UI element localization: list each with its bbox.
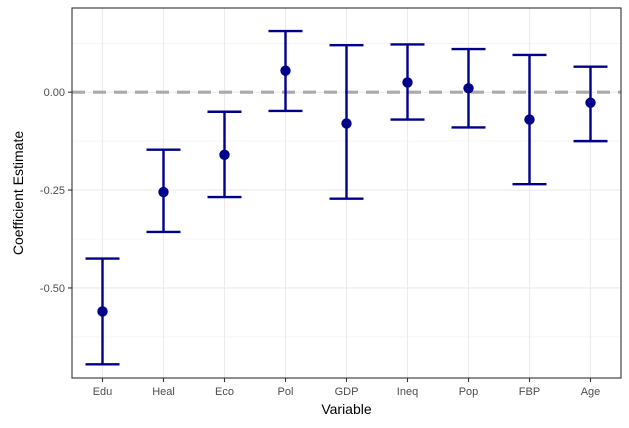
y-tick-label: -0.25 xyxy=(40,185,65,197)
point-pop xyxy=(463,83,474,94)
y-axis-ticks: -0.50 -0.25 0.00 xyxy=(40,87,72,295)
point-gdp xyxy=(341,118,352,129)
x-axis-title: Variable xyxy=(321,401,372,417)
x-tick-label: GDP xyxy=(335,386,359,398)
x-tick-label: Eco xyxy=(215,386,234,398)
x-axis-ticks: Edu Heal Eco Pol GDP Ineq Pop FBP Age xyxy=(93,378,601,398)
point-ineq xyxy=(402,77,413,88)
y-tick-label: 0.00 xyxy=(44,87,65,99)
x-tick-label: Age xyxy=(581,386,601,398)
point-age xyxy=(585,97,596,108)
x-tick-label: Heal xyxy=(152,386,175,398)
point-edu xyxy=(97,306,108,317)
point-heal xyxy=(158,186,169,198)
y-axis-title: Coefficient Estimate xyxy=(10,131,26,255)
x-tick-label: Pop xyxy=(459,386,479,398)
x-tick-label: FBP xyxy=(519,386,540,398)
y-tick-label: -0.50 xyxy=(40,283,65,295)
x-tick-label: Edu xyxy=(93,386,113,398)
x-tick-label: Ineq xyxy=(397,386,418,398)
point-fbp xyxy=(524,114,535,125)
point-pol xyxy=(280,65,291,76)
points-layer xyxy=(97,65,596,317)
point-eco xyxy=(219,149,230,161)
x-tick-label: Pol xyxy=(278,386,294,398)
